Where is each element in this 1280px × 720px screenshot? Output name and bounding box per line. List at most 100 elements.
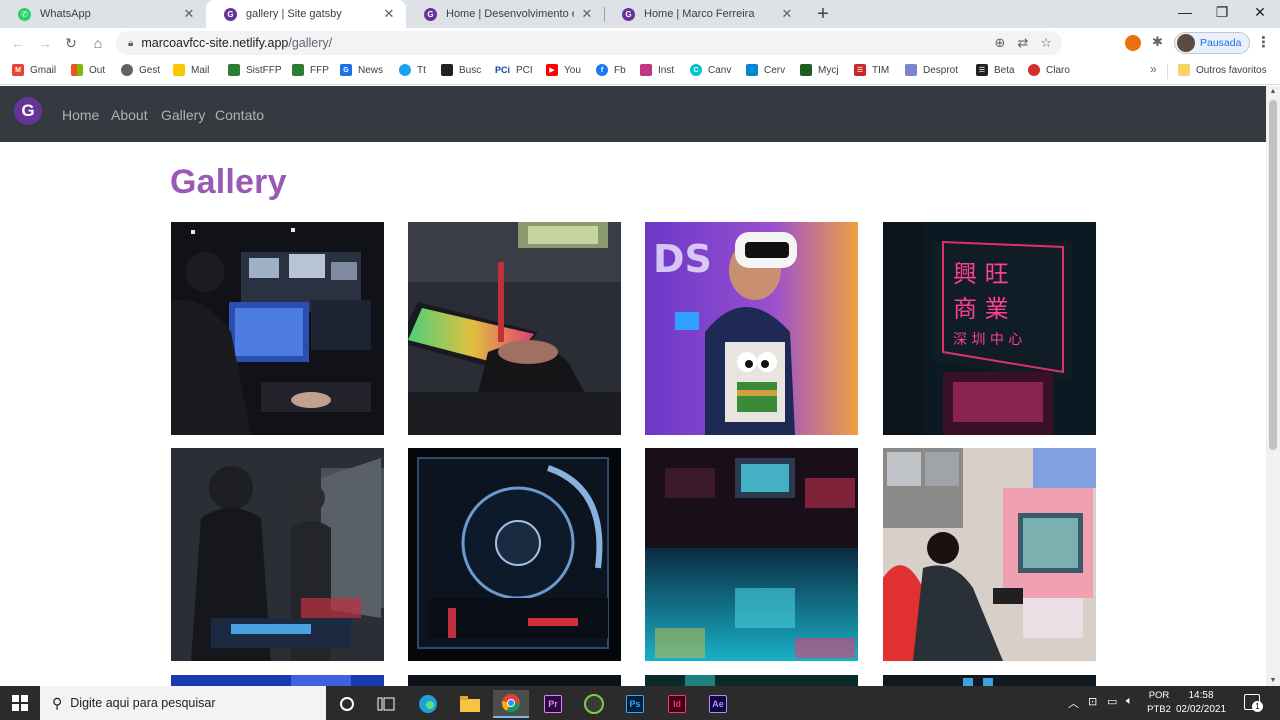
install-icon[interactable]: ⊕ [994, 35, 1006, 50]
extension-basketball-icon[interactable] [1125, 35, 1141, 51]
neon-sign-building-photo[interactable]: 興 旺 商 業 深 圳 中 心 [883, 222, 1096, 435]
tab-desenvolvimento[interactable]: G Home | Desenvolvimento é minha ✕ [406, 0, 604, 28]
photo-row3-4[interactable] [883, 674, 1096, 686]
tray-overflow-icon[interactable]: ︿ [1068, 698, 1079, 710]
facebook-icon: f [596, 64, 608, 76]
tab-separator [604, 7, 605, 22]
bookmark-busc[interactable]: Busc [441, 64, 481, 76]
rgb-keyboard-photo[interactable] [408, 222, 621, 435]
gatsby-icon: G [424, 7, 437, 21]
chrome-button[interactable] [493, 690, 529, 718]
scroll-down-icon[interactable]: ▼ [1269, 677, 1277, 684]
page-scrollbar[interactable]: ▲ ▼ [1266, 86, 1280, 686]
bookmark-canv[interactable]: C Canv [690, 64, 731, 76]
premiere-button[interactable]: Pr [535, 690, 571, 718]
photo-row3-1[interactable] [171, 674, 384, 686]
after-effects-button[interactable]: Ae [700, 690, 736, 718]
nav-contato[interactable]: Contato [215, 107, 265, 123]
extensions-puzzle-icon[interactable]: ✱ [1152, 34, 1163, 49]
network-icon[interactable]: ⊡ [1088, 696, 1098, 708]
bookmark-mail[interactable]: Mail [173, 64, 209, 76]
bookmark-out[interactable]: Out [71, 64, 105, 76]
scroll-thumb[interactable] [1269, 100, 1277, 450]
display-icon[interactable]: ▭ [1107, 696, 1118, 708]
gatsby-logo-icon[interactable]: G [14, 97, 42, 125]
esports-arena-photo[interactable] [171, 222, 384, 435]
bookmark-label: SistFFP [246, 64, 282, 76]
bookmark-inst[interactable]: Inst [640, 64, 674, 76]
windows-taskbar: ⚲ Digite aqui para pesquisar Pr Ps Id Ae… [0, 686, 1280, 720]
bookmark-gmail[interactable]: M Gmail [12, 64, 56, 76]
svg-text:商 業: 商 業 [953, 295, 1009, 323]
bookmark-gest[interactable]: Gest [121, 64, 160, 76]
bookmark-fb[interactable]: f Fb [596, 64, 626, 76]
premiere-icon: Pr [544, 695, 562, 713]
close-icon[interactable]: ✕ [183, 6, 195, 21]
forward-button[interactable]: → [38, 35, 52, 51]
browser-tab-strip: ✆ WhatsApp ✕ G gallery | Site gatsby ✕ G… [0, 0, 1280, 28]
nav-about[interactable]: About [111, 107, 148, 123]
arcade-racing-photo[interactable] [883, 448, 1096, 661]
nav-gallery[interactable]: Gallery [161, 107, 206, 123]
address-bar[interactable]: 🔒︎ marcoavfcc-site.netlify.app/gallery/ … [116, 31, 1062, 55]
bookmark-desprot[interactable]: Desprot [905, 64, 958, 76]
bookmark-star-icon[interactable]: ☆ [1040, 35, 1052, 50]
new-tab-button[interactable]: + [817, 3, 829, 25]
input-language[interactable]: POR PTB2 [1146, 689, 1172, 717]
lock-icon: 🔒︎ [128, 37, 134, 49]
close-icon[interactable]: ✕ [581, 6, 593, 21]
window-close-button[interactable]: ✕ [1254, 4, 1266, 20]
file-explorer-button[interactable] [452, 690, 488, 718]
gamers-lan-photo[interactable] [171, 448, 384, 661]
bookmarks-overflow-icon[interactable]: » [1150, 62, 1157, 76]
bookmark-you[interactable]: ▶ You [546, 64, 581, 76]
translate-icon[interactable]: ⇄ [1017, 35, 1029, 50]
close-icon[interactable]: ✕ [781, 6, 793, 21]
vr-headset-photo[interactable]: DS [645, 222, 858, 435]
photo-row3-2[interactable] [408, 674, 621, 686]
bookmark-news[interactable]: G News [340, 64, 383, 76]
taskbar-search-input[interactable]: ⚲ Digite aqui para pesquisar [40, 686, 326, 720]
bookmark-cerv[interactable]: Cerv [746, 64, 785, 76]
task-view-button[interactable] [368, 690, 404, 718]
minimize-button[interactable]: — [1178, 4, 1192, 20]
edge-button[interactable] [410, 690, 446, 718]
close-icon[interactable]: ✕ [383, 6, 395, 21]
task-view-icon [377, 697, 395, 711]
bookmark-beta[interactable]: ☰ Beta [976, 64, 1015, 76]
volume-icon[interactable]: 🔈︎ [1126, 695, 1133, 707]
home-button[interactable]: ⌂ [93, 35, 103, 51]
back-button[interactable]: ← [11, 35, 25, 51]
photo-row3-3[interactable] [645, 674, 858, 686]
pc-case-fan-photo[interactable] [408, 448, 621, 661]
bookmark-pci[interactable]: PCi PCI [495, 64, 533, 76]
system-clock[interactable]: 14:58 02/02/2021 [1172, 689, 1230, 717]
bookmark-tt[interactable]: Tt [399, 64, 426, 76]
maximize-button[interactable]: ❐ [1215, 4, 1229, 20]
photoshop-icon: Ps [626, 695, 644, 713]
photoshop-button[interactable]: Ps [617, 690, 653, 718]
gatsby-icon: G [224, 7, 237, 21]
nav-home[interactable]: Home [62, 107, 100, 123]
menu-kebab-icon[interactable]: ⋮ [1256, 34, 1271, 51]
site-navbar: G Home About Gallery Contato [0, 86, 1266, 142]
gamers-lan-image [171, 448, 384, 661]
xbox-button[interactable] [576, 690, 612, 718]
tab-marco-ferreira[interactable]: G Home | Marco Ferreira ✕ [604, 0, 804, 28]
bookmark-mycj[interactable]: Mycj [800, 64, 839, 76]
start-button[interactable] [0, 686, 40, 720]
profile-button[interactable]: Pausada [1174, 32, 1251, 54]
bookmark-tim[interactable]: ☰ TIM [854, 64, 889, 76]
bookmark-sistffp[interactable]: SistFFP [228, 64, 282, 76]
reload-button[interactable]: ↻ [65, 35, 77, 51]
bookmark-ffp[interactable]: FFP [292, 64, 329, 76]
search-placeholder: Digite aqui para pesquisar [70, 696, 216, 710]
tab-gallery[interactable]: G gallery | Site gatsby ✕ [206, 0, 406, 28]
arcade-reflection-photo[interactable] [645, 448, 858, 661]
scroll-up-icon[interactable]: ▲ [1269, 88, 1277, 95]
bookmark-claro[interactable]: Claro [1028, 64, 1070, 76]
bookmark-other-folder[interactable]: Outros favoritos [1178, 64, 1267, 76]
tab-whatsapp[interactable]: ✆ WhatsApp ✕ [0, 0, 206, 28]
indesign-button[interactable]: Id [659, 690, 695, 718]
cortana-button[interactable] [329, 690, 365, 718]
